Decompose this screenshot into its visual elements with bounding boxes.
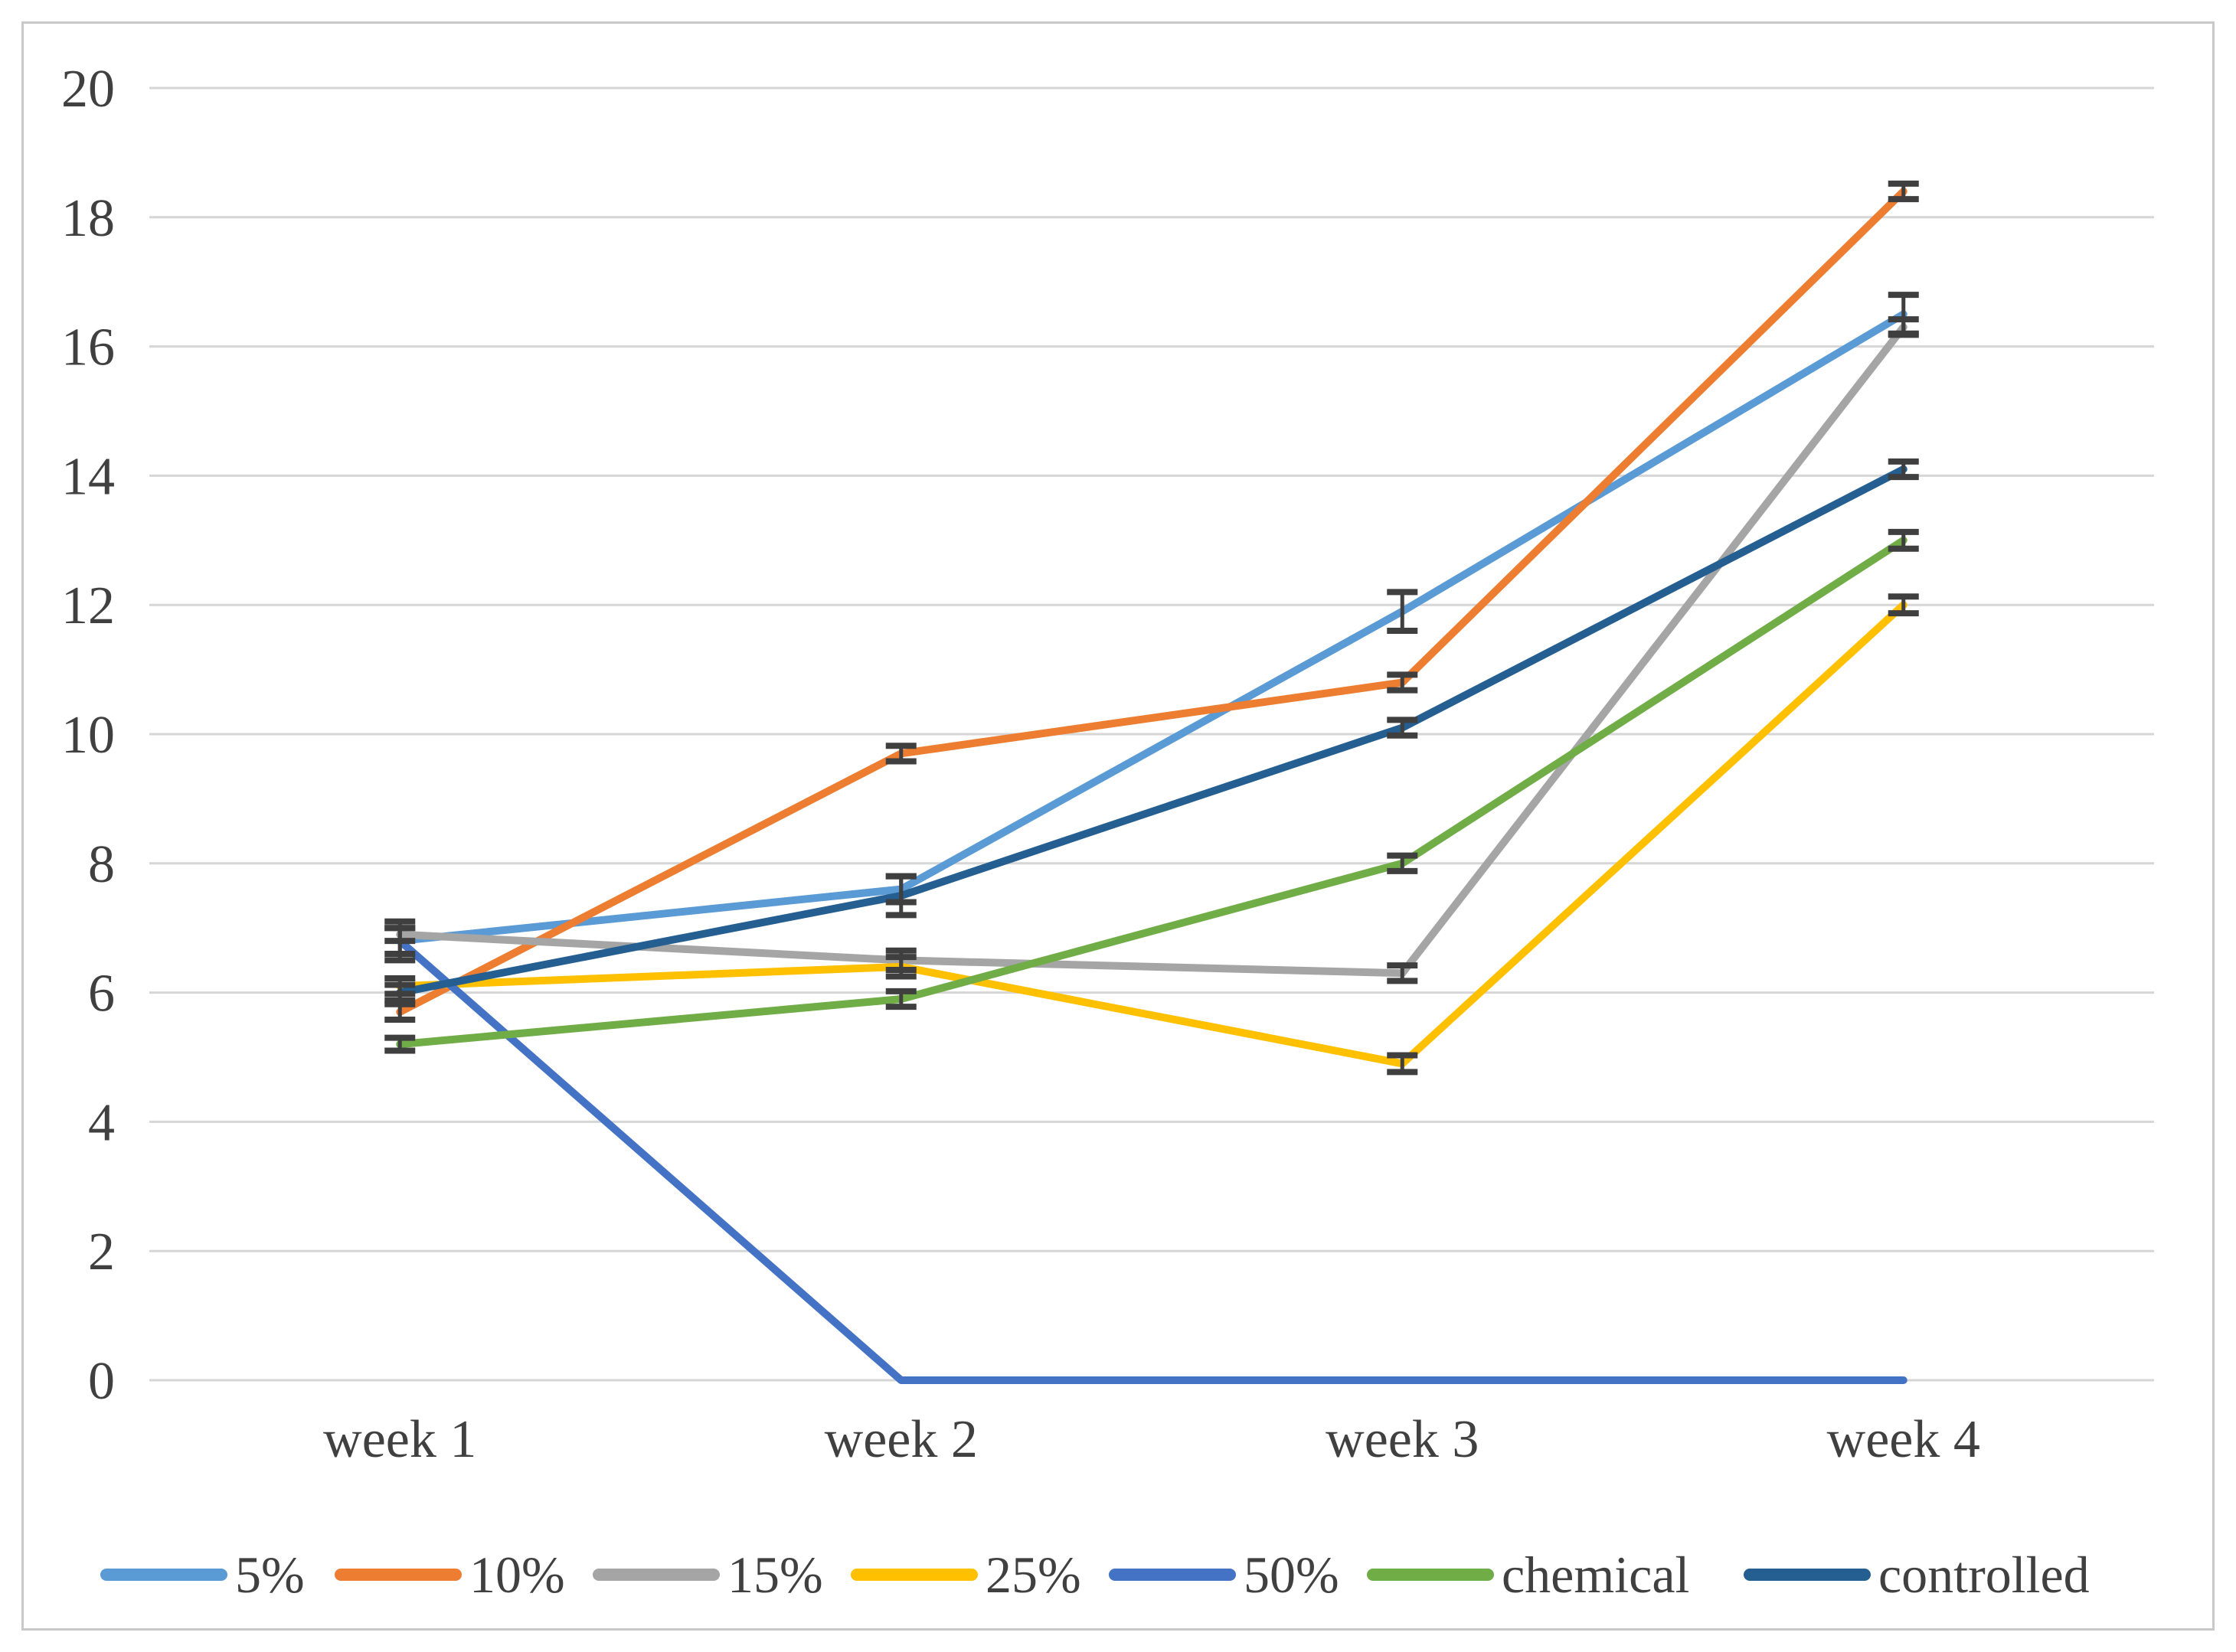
legend-label-chemical: chemical — [1502, 1546, 1689, 1604]
chart-legend: 5% 10% 15% 25% 50% chemical controlled — [100, 1546, 2090, 1604]
y-tick-label: 2 — [88, 1223, 115, 1281]
y-tick-label: 20 — [61, 60, 115, 119]
y-tick-label: 18 — [61, 189, 115, 248]
series-lines — [396, 188, 1907, 1384]
y-tick-label: 10 — [61, 706, 115, 765]
series-line-50- — [396, 937, 1907, 1384]
legend-label-controlled: controlled — [1878, 1546, 2090, 1604]
x-label-week-1: week 1 — [323, 1410, 476, 1469]
y-tick-label: 16 — [61, 318, 115, 377]
series-line-15- — [396, 323, 1907, 978]
series-line-5- — [396, 310, 1907, 945]
y-tick-label: 8 — [88, 835, 115, 894]
series-line-chemical — [396, 536, 1907, 1049]
series-line-25- — [396, 601, 1907, 1068]
y-tick-label: 6 — [88, 965, 115, 1024]
y-axis-tick-labels: 0 2 4 6 8 10 12 14 16 18 20 — [61, 60, 115, 1411]
y-tick-label: 12 — [61, 576, 115, 635]
x-label-week-2: week 2 — [825, 1410, 978, 1469]
y-tick-label: 14 — [61, 447, 115, 506]
x-label-week-4: week 4 — [1827, 1410, 1980, 1469]
x-axis-category-labels: week 1 week 2 week 3 week 4 — [323, 1410, 1980, 1469]
gridlines — [149, 87, 2154, 1382]
series-line-controlled — [396, 465, 1907, 997]
y-tick-label: 4 — [88, 1093, 115, 1152]
series-line-10- — [396, 188, 1907, 1016]
legend-label-5-: 5% — [235, 1546, 305, 1604]
legend-label-15-: 15% — [727, 1546, 823, 1604]
error-bars — [384, 180, 1919, 1076]
legend-label-50-: 50% — [1244, 1546, 1339, 1604]
legend-label-10-: 10% — [469, 1546, 565, 1604]
legend-label-25-: 25% — [986, 1546, 1081, 1604]
y-tick-label: 0 — [88, 1352, 115, 1411]
x-label-week-3: week 3 — [1326, 1410, 1479, 1469]
